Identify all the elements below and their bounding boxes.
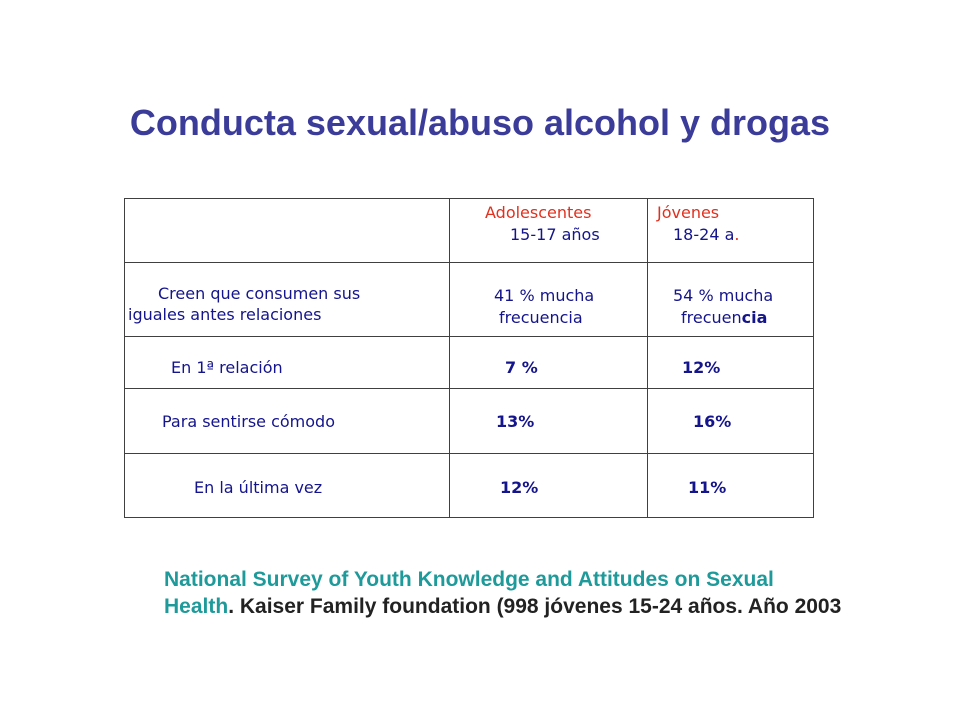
- header-jovenes-age-dot: .: [734, 225, 740, 244]
- header-jovenes-age-text: 18-24 a: [673, 225, 735, 244]
- column-divider: [647, 199, 648, 517]
- header-adolescentes-age: 15-17 años: [510, 225, 600, 244]
- cell-adol-row1-value: 41 % mucha: [494, 286, 595, 305]
- cell-jov-row4: 11%: [688, 478, 727, 497]
- cell-jov-row1-freq: frecuencia: [681, 307, 767, 329]
- cell-jov-row1-freq-b: cia: [741, 308, 768, 327]
- cell-jov-row1-value: 54 % mucha: [673, 286, 774, 305]
- cell-adol-row1-freq: frecuencia: [499, 308, 583, 327]
- slide-title: Conducta sexual/abuso alcohol y drogas: [129, 102, 831, 143]
- cell-adol-row2: 7 %: [505, 358, 538, 377]
- row-divider: [125, 336, 813, 337]
- row-divider: [125, 262, 813, 263]
- source-survey-name: National Survey of Youth Knowledge and A…: [164, 568, 774, 618]
- cell-jov-row1-freq-a: frecuen: [681, 308, 742, 327]
- source-citation: National Survey of Youth Knowledge and A…: [164, 566, 844, 620]
- column-divider: [449, 199, 450, 517]
- data-table: Adolescentes 15-17 años Jóvenes 18-24 a.…: [124, 198, 814, 518]
- row-label-primera-relacion: En 1ª relación: [171, 358, 283, 377]
- cell-adol-row3: 13%: [496, 412, 535, 431]
- cell-adol-row4: 12%: [500, 478, 539, 497]
- header-jovenes: Jóvenes: [657, 203, 720, 222]
- row-label-sentirse-comodo: Para sentirse cómodo: [162, 412, 335, 431]
- row-label-ultima-vez: En la última vez: [194, 478, 323, 497]
- header-adolescentes: Adolescentes: [485, 203, 592, 222]
- cell-jov-row3: 16%: [693, 412, 732, 431]
- row-label-iguales: iguales antes relaciones: [128, 305, 322, 324]
- header-jovenes-age: 18-24 a.: [673, 224, 739, 246]
- source-details: . Kaiser Family foundation (998 jóvenes …: [228, 595, 842, 618]
- cell-jov-row2: 12%: [682, 358, 721, 377]
- row-label-creen: Creen que consumen sus: [158, 284, 361, 303]
- row-divider: [125, 388, 813, 389]
- row-divider: [125, 453, 813, 454]
